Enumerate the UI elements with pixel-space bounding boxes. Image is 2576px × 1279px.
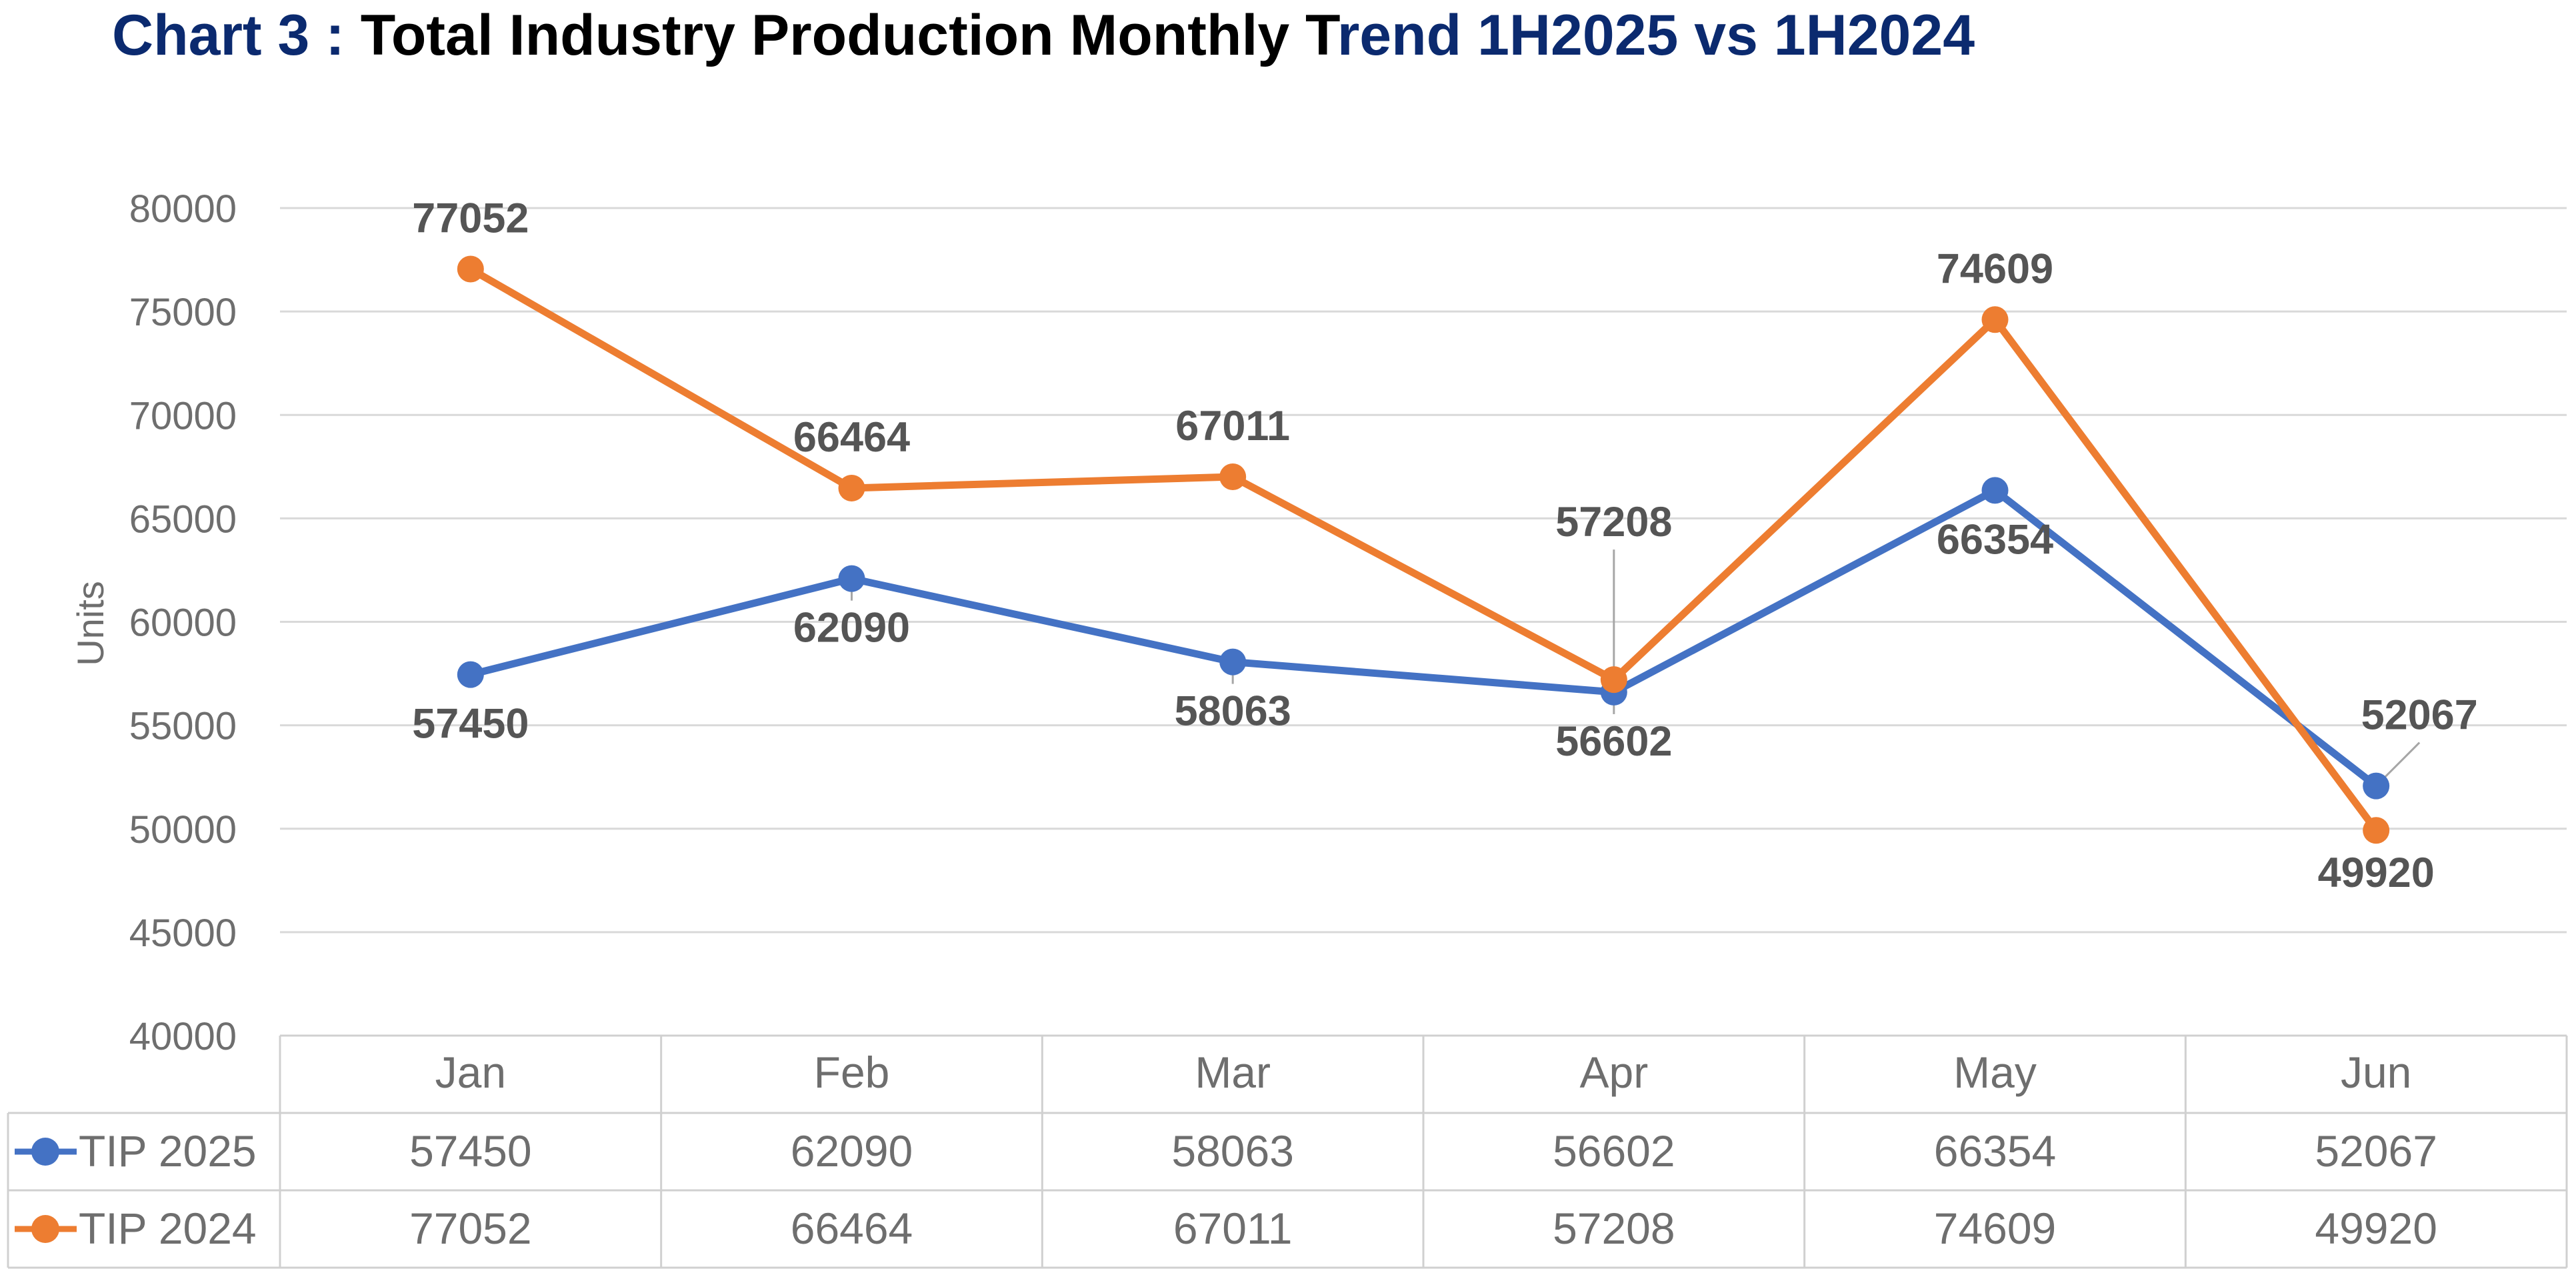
y-tick-label: 60000 [129,601,237,645]
data-point [1981,477,2009,504]
data-point [838,565,865,592]
table-cell-value: 74609 [1934,1204,2057,1253]
data-labels: 57450 62090 58063 56602 66354 52067 77052 66464… [412,195,2478,896]
series-line [467,486,2380,790]
series-line [467,265,2380,834]
x-category-label: Jan [435,1048,506,1097]
table-cell-value: 77052 [409,1204,532,1253]
table-cell-value: 49920 [2315,1204,2437,1253]
data-label: 67011 [1175,403,1290,449]
x-category-label: Jun [2341,1048,2411,1097]
data-label: 58063 [1175,688,1291,735]
data-table: Jan Feb Mar Apr May Jun TIP 2025 57450 62090 5806… [7,1034,2568,1269]
y-axis-title: Units [69,581,111,666]
data-point [1600,666,1627,694]
table-cell-value: 57450 [409,1126,532,1176]
data-point [2363,817,2390,844]
data-point [2363,772,2390,800]
data-label: 56602 [1555,718,1672,765]
x-category-label: Feb [814,1048,890,1097]
data-label: 74609 [1937,245,2053,292]
y-tick-label: 65000 [129,497,237,541]
data-label: 66354 [1937,516,2053,563]
chart-title-part1: Chart 3 : [112,3,361,67]
legend-label: TIP 2024 [79,1204,257,1253]
data-point [838,474,865,501]
y-tick-label: 50000 [129,808,237,852]
data-label: 62090 [793,605,910,652]
table-cell-value: 62090 [791,1126,913,1176]
table-cell-value: 66354 [1934,1126,2057,1176]
table-cell-value: 57208 [1553,1204,1675,1253]
table-cell-value: 56602 [1553,1126,1675,1176]
x-category-label: Mar [1195,1048,1271,1097]
data-point [457,255,484,283]
table-cell-value: 52067 [2315,1126,2437,1176]
data-label: 66464 [793,414,910,461]
data-label: 49920 [2318,850,2435,896]
data-label: 52067 [2361,692,2478,739]
y-tick-label: 55000 [129,705,237,748]
y-axis-ticks: 40000 45000 50000 55000 60000 65000 70000 75000… [129,187,237,1058]
y-tick-label: 40000 [129,1015,237,1058]
x-category-label: May [1953,1048,2037,1097]
legend-label: TIP 2025 [79,1126,257,1176]
data-point [1219,648,1247,676]
data-point [1981,306,2009,333]
chart-title-part2: Total Industry Production Monthly T [361,3,1340,67]
chart-title-part3: rend 1H2025 vs 1H2024 [1337,3,1975,67]
x-category-label: Apr [1579,1048,1648,1097]
data-point [457,661,484,688]
data-label: 57450 [412,701,529,748]
y-tick-label: 80000 [129,187,237,231]
table-cell-value: 66464 [791,1204,913,1253]
data-label: 57208 [1555,499,1672,545]
series-lines [457,255,2390,844]
legend-marker [31,1215,59,1243]
data-label: 77052 [412,195,529,241]
legend-marker [31,1138,59,1166]
chart-title: Chart 3 : Total Industry Production Mont… [112,3,1975,67]
table-cell-value: 58063 [1171,1126,1294,1176]
gridlines [280,207,2567,934]
data-point [1219,463,1247,490]
y-tick-label: 75000 [129,291,237,334]
y-tick-label: 70000 [129,394,237,437]
table-cell-value: 67011 [1173,1204,1293,1253]
y-tick-label: 45000 [129,912,237,955]
